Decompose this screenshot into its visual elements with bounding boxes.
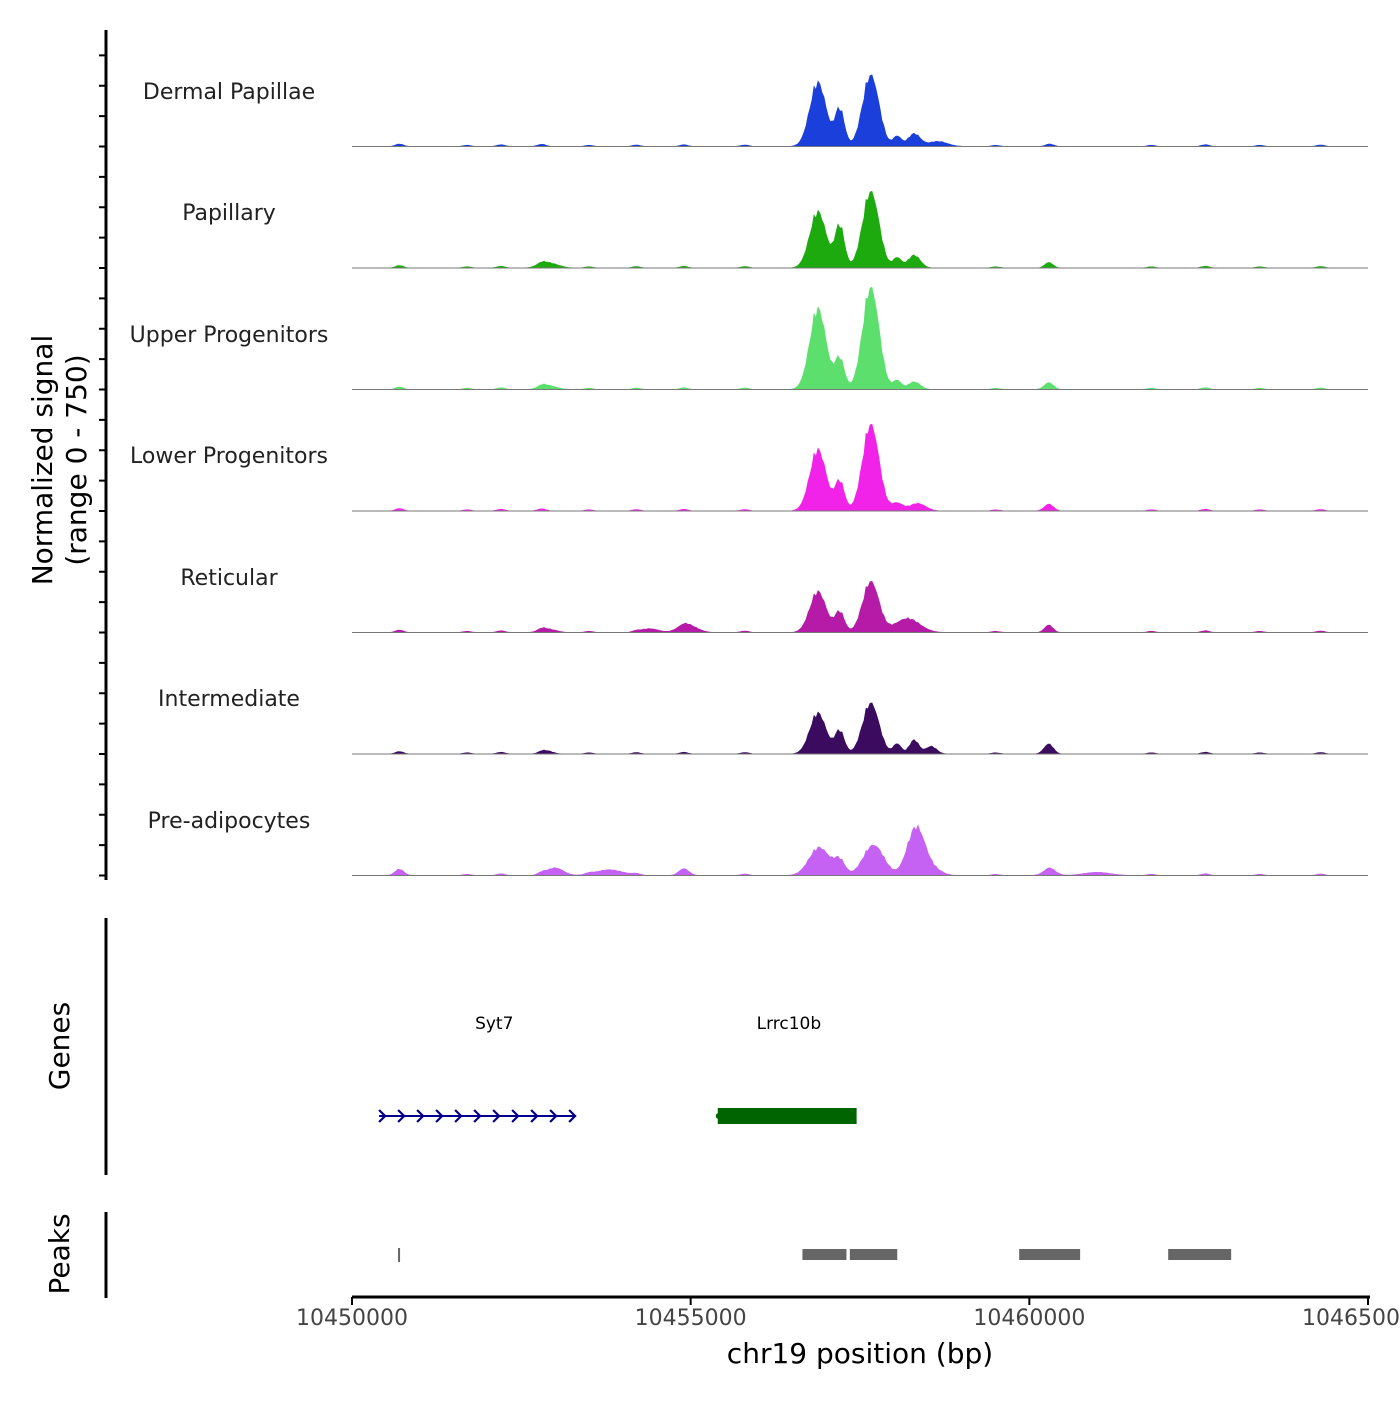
gene-lrrc10b xyxy=(715,1108,857,1124)
signal-y-axis-label-line1: Normalized signal xyxy=(26,334,59,586)
strand-arrow-icon xyxy=(530,1109,539,1123)
track-dermal-papillae xyxy=(352,74,1368,147)
track-label: Dermal Papillae xyxy=(142,79,316,105)
strand-arrow-icon xyxy=(473,1109,482,1123)
signal-area xyxy=(352,74,1368,147)
gene-label: Syt7 xyxy=(475,1014,514,1034)
signal-area xyxy=(352,702,1368,755)
track-lower-progenitors xyxy=(352,423,1368,512)
track-upper-progenitors xyxy=(352,286,1368,390)
signal-y-axis-label-line2: (range 0 - 750) xyxy=(60,354,93,566)
signal-area xyxy=(352,824,1368,876)
peaks-y-axis-label: Peaks xyxy=(43,1213,76,1295)
strand-arrow-icon xyxy=(454,1109,463,1123)
strand-arrow-icon xyxy=(568,1109,577,1123)
strand-arrow-icon xyxy=(397,1109,406,1123)
signal-area xyxy=(352,580,1368,633)
signal-y-axis-label: Normalized signal (range 0 - 750) xyxy=(26,280,94,640)
track-papillary xyxy=(352,190,1368,269)
gene-label: Lrrc10b xyxy=(756,1014,822,1034)
track-label: Intermediate xyxy=(158,687,300,712)
peak-region xyxy=(1019,1249,1081,1260)
x-axis-label: chr19 position (bp) xyxy=(726,1337,994,1370)
track-label: Reticular xyxy=(180,565,278,591)
track-label: Lower Progenitors xyxy=(130,444,328,469)
peak-region xyxy=(398,1248,401,1262)
peak-region xyxy=(849,1249,898,1260)
strand-arrow-icon xyxy=(378,1109,387,1123)
track-reticular xyxy=(352,580,1368,633)
x-tick-label: 10450000 xyxy=(296,1306,408,1331)
peak-region xyxy=(1168,1249,1232,1260)
x-tick-label: 10465000 xyxy=(1302,1306,1400,1331)
x-tick-label: 10460000 xyxy=(973,1306,1086,1331)
peak-region xyxy=(802,1249,847,1260)
x-tick-label: 10455000 xyxy=(634,1306,747,1331)
gene-syt7 xyxy=(378,1109,577,1123)
gene-exon-block xyxy=(717,1108,857,1124)
strand-arrow-icon xyxy=(511,1109,520,1123)
strand-arrow-icon xyxy=(492,1109,501,1123)
strand-arrow-icon xyxy=(416,1109,425,1123)
track-label: Papillary xyxy=(182,201,276,226)
track-pre-adipocytes xyxy=(352,824,1368,876)
genes-y-axis-label: Genes xyxy=(43,1001,76,1091)
gene-start-dot xyxy=(715,1113,722,1119)
track-label: Upper Progenitors xyxy=(129,322,329,348)
track-intermediate xyxy=(352,702,1368,755)
strand-arrow-icon xyxy=(549,1109,558,1123)
track-label: Pre-adipocytes xyxy=(147,808,311,834)
signal-area xyxy=(352,286,1368,390)
signal-area xyxy=(352,190,1368,269)
strand-arrow-icon xyxy=(435,1109,444,1123)
signal-area xyxy=(352,423,1368,512)
